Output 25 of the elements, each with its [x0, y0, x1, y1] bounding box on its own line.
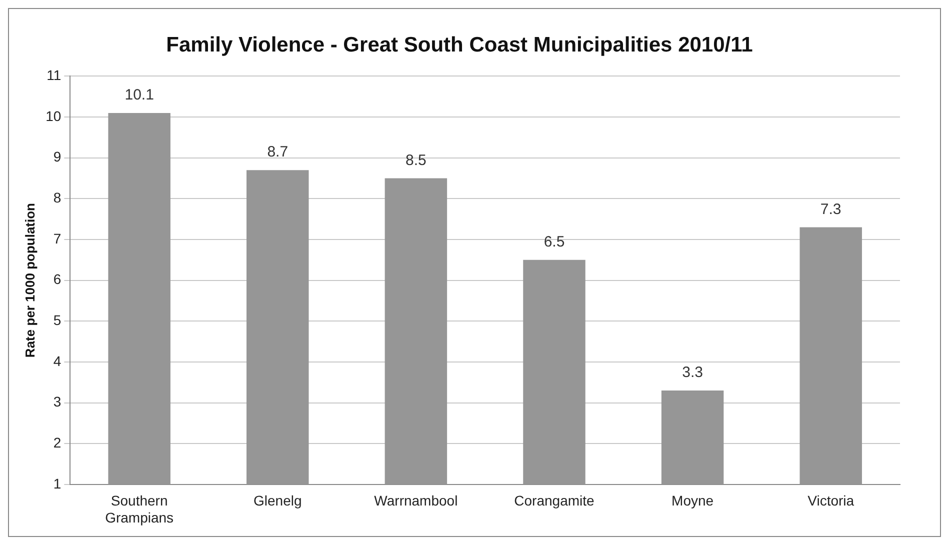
y-axis-title: Rate per 1000 population — [22, 202, 38, 358]
y-tick-label: 7 — [53, 230, 62, 246]
data-label: 7.3 — [820, 200, 842, 218]
y-tick-label: 9 — [53, 148, 62, 165]
y-tick-label: 6 — [53, 271, 62, 288]
data-label: 8.5 — [406, 152, 426, 169]
y-tick-label: 11 — [46, 67, 62, 84]
data-label: 8.7 — [267, 144, 288, 161]
x-tick-label: Warrnambool — [374, 492, 458, 509]
y-tick-label: 10 — [46, 108, 62, 124]
data-label: 6.5 — [544, 234, 565, 251]
chart-title: Family Violence - Great South Coast Municipalities 2010/11 — [166, 33, 754, 56]
y-tick-label: 2 — [53, 434, 62, 450]
data-label: 3.3 — [682, 364, 703, 382]
y-tick-label: 8 — [53, 190, 62, 206]
y-tick-label: 4 — [53, 352, 62, 369]
y-tick-label: 1 — [53, 475, 62, 492]
x-tick-label: Corangamite — [514, 492, 595, 509]
y-tick-label: 3 — [53, 394, 62, 410]
y-tick-label: 5 — [53, 312, 62, 328]
x-tick-label: Southern Grampians — [105, 492, 174, 526]
x-tick-label: Moyne — [672, 492, 714, 509]
x-tick-label: Victoria — [808, 492, 854, 509]
x-tick-label: Glenelg — [253, 492, 302, 509]
data-label: 10.1 — [124, 86, 154, 104]
